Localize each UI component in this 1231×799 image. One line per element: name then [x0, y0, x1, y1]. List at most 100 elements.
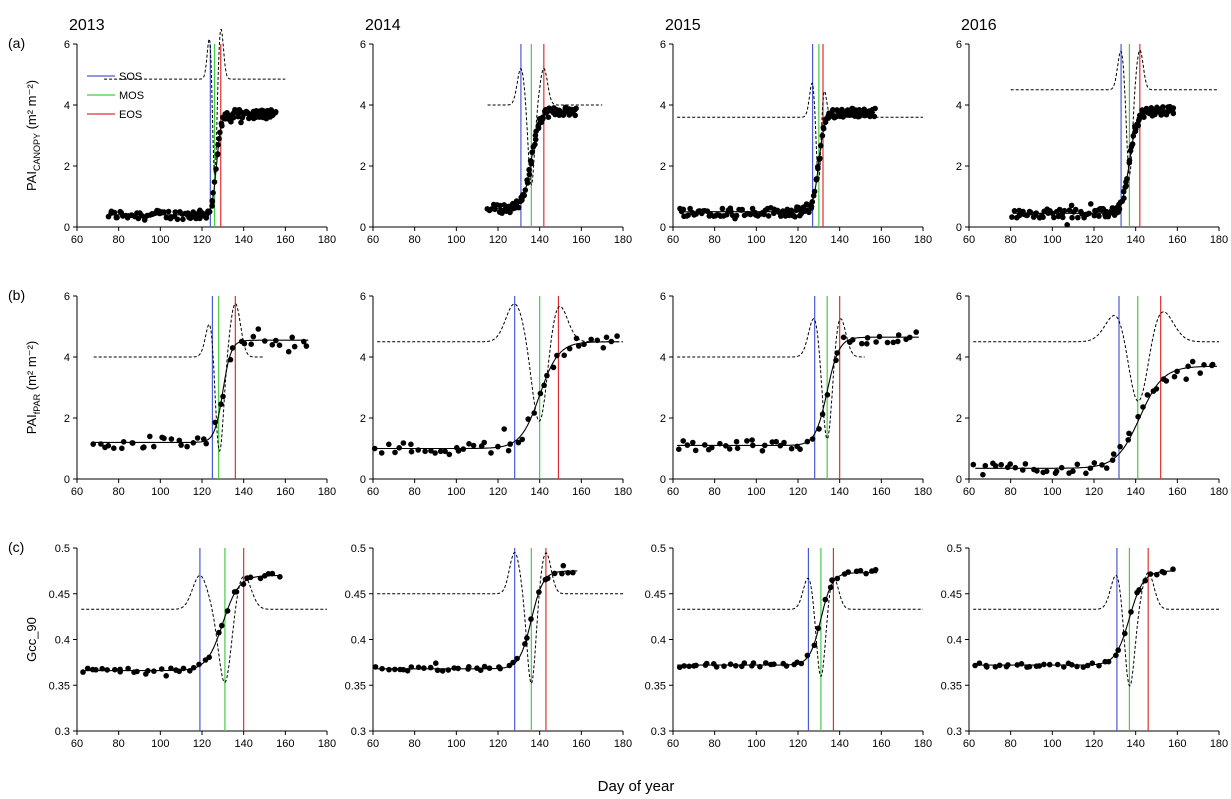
- data-point: [1005, 662, 1011, 668]
- data-point: [815, 625, 821, 632]
- data-point: [515, 204, 522, 211]
- x-tick-label: 80: [113, 486, 125, 498]
- data-point: [415, 664, 422, 671]
- data-point: [600, 345, 607, 351]
- x-tick-label: 140: [1126, 234, 1144, 246]
- y-tick-label: 2: [64, 413, 70, 425]
- data-point: [884, 339, 891, 346]
- data-point: [392, 666, 398, 673]
- data-point: [1126, 160, 1133, 166]
- data-point: [734, 445, 741, 452]
- data-point: [1185, 363, 1191, 370]
- data-point: [864, 341, 870, 347]
- panel-a-2015: 2015 60 80 100 120 140 160 180 0 2 4 6: [660, 17, 932, 246]
- data-point: [257, 575, 264, 582]
- data-point: [265, 571, 272, 577]
- data-point: [446, 451, 453, 458]
- data-point: [1096, 213, 1102, 219]
- year-title: 2016: [961, 17, 997, 34]
- data-point: [224, 608, 231, 614]
- data-point: [777, 442, 784, 449]
- data-point: [519, 436, 525, 443]
- x-tick-label: 100: [151, 486, 169, 498]
- data-point: [873, 339, 879, 345]
- panel-b-2015: 60 80 100 120 140 160 180 0 2 4 6: [660, 291, 932, 498]
- x-tick-label: 160: [572, 486, 590, 498]
- y-tick-label: 6: [64, 291, 70, 303]
- data-point: [1124, 176, 1130, 182]
- x-tick-label: 60: [71, 738, 83, 750]
- data-point: [214, 151, 221, 157]
- data-point: [545, 114, 552, 120]
- data-point: [1061, 664, 1067, 670]
- data-point: [551, 570, 558, 577]
- x-tick-label: 120: [489, 234, 507, 246]
- data-point: [201, 436, 207, 442]
- data-point: [161, 209, 167, 215]
- data-point: [727, 661, 734, 667]
- data-point: [1086, 210, 1092, 217]
- data-point: [233, 589, 240, 595]
- x-tick-label: 80: [1005, 738, 1017, 750]
- data-point: [1183, 376, 1189, 383]
- data-point: [813, 177, 820, 183]
- data-point: [849, 337, 856, 343]
- panel-a-2013: 2013 60 80 100 120 140 160 180 0 2 4 6 SOS MOS EOS: [64, 17, 336, 246]
- data-point: [439, 668, 446, 674]
- y-tick-label: 2: [360, 161, 366, 173]
- data-point: [111, 445, 117, 452]
- data-point: [239, 115, 246, 121]
- year-title: 2014: [365, 17, 401, 34]
- data-point: [1123, 183, 1129, 189]
- data-point: [1161, 569, 1167, 576]
- data-point: [833, 357, 839, 364]
- data-point: [1068, 202, 1075, 209]
- x-tick-label: 80: [1005, 234, 1017, 246]
- data-point: [1155, 106, 1161, 112]
- data-point: [817, 155, 823, 162]
- data-point: [477, 667, 484, 673]
- y-tick-label: 2: [660, 161, 666, 173]
- data-point: [158, 666, 165, 672]
- rate-curve: [973, 572, 1219, 687]
- x-tick-label: 60: [667, 234, 679, 246]
- data-point: [809, 199, 816, 205]
- y-tick-label: 6: [660, 291, 666, 303]
- y-tick-label: 0.35: [345, 680, 366, 692]
- data-point: [1147, 571, 1154, 577]
- data-point: [913, 329, 919, 335]
- data-point: [495, 443, 501, 450]
- data-point: [184, 443, 190, 450]
- data-point: [1115, 647, 1121, 653]
- data-point: [872, 566, 879, 573]
- data-point: [783, 663, 790, 669]
- data-point: [1129, 141, 1136, 147]
- data-point: [532, 136, 539, 143]
- y-tick-label: 0.5: [651, 543, 666, 555]
- data-point: [301, 338, 307, 345]
- data-point: [762, 442, 768, 449]
- data-point: [247, 574, 254, 581]
- row-label: (b): [8, 287, 25, 303]
- data-point: [507, 441, 513, 447]
- data-point: [273, 109, 279, 115]
- y-tick-label: 0.35: [645, 680, 666, 692]
- data-point: [1069, 662, 1075, 668]
- data-point: [1117, 443, 1123, 450]
- data-point: [392, 449, 398, 456]
- data-point: [455, 665, 461, 672]
- panel-b-2013: 60 80 100 120 140 160 180 0 2 4 6: [64, 291, 336, 498]
- x-tick-label: 160: [872, 234, 890, 246]
- row-label: (c): [8, 539, 24, 555]
- data-point: [792, 214, 798, 220]
- data-point: [845, 569, 851, 575]
- data-point: [1074, 663, 1080, 670]
- data-point: [466, 664, 472, 670]
- data-point: [303, 343, 310, 349]
- y-tick-label: 6: [956, 291, 962, 303]
- y-tick-label: 0.4: [55, 635, 70, 647]
- data-point: [565, 570, 571, 576]
- data-point: [529, 149, 535, 156]
- data-point: [1103, 465, 1110, 471]
- data-point: [427, 664, 434, 671]
